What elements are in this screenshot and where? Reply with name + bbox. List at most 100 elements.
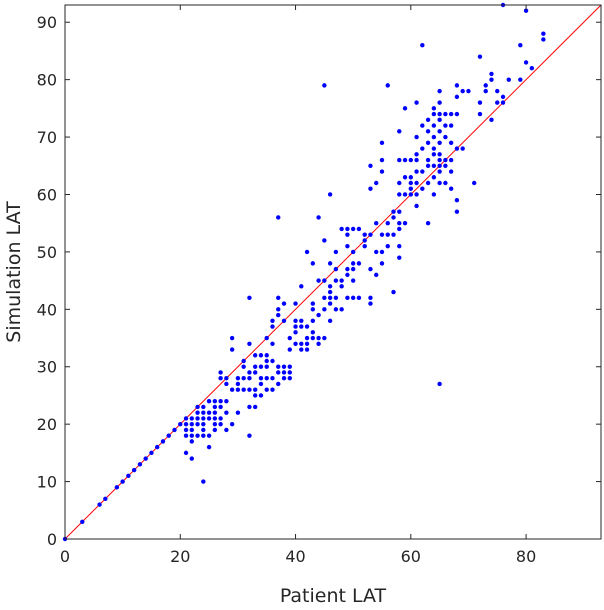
data-point — [299, 341, 304, 346]
data-point — [212, 427, 218, 433]
data-point — [327, 318, 333, 324]
data-point — [276, 312, 281, 318]
data-point — [189, 416, 194, 421]
data-point — [120, 479, 125, 484]
data-point — [281, 364, 287, 369]
data-point — [212, 421, 218, 427]
data-point — [402, 192, 408, 197]
data-point — [252, 370, 258, 375]
data-point — [350, 226, 356, 232]
data-point — [241, 358, 246, 364]
data-point — [304, 341, 310, 346]
data-point — [414, 100, 419, 105]
data-point — [379, 157, 385, 163]
data-point — [425, 140, 431, 146]
y-tick-label: 70 — [37, 128, 57, 147]
data-point — [379, 261, 385, 266]
data-point — [229, 421, 235, 427]
data-point — [443, 123, 448, 128]
data-point — [247, 387, 252, 392]
data-point — [431, 111, 437, 117]
data-point — [454, 198, 460, 203]
data-point — [437, 152, 442, 157]
data-point — [206, 416, 212, 421]
data-point — [425, 129, 431, 134]
data-point — [431, 123, 437, 128]
data-point — [276, 307, 281, 312]
data-point — [483, 83, 488, 88]
data-point — [287, 364, 292, 369]
data-point — [345, 226, 350, 232]
data-point — [379, 169, 385, 174]
data-point — [189, 433, 194, 438]
data-point — [420, 146, 425, 151]
data-point — [224, 398, 229, 404]
data-point — [270, 387, 275, 392]
data-point — [368, 163, 373, 168]
data-point — [206, 444, 212, 450]
data-point — [402, 220, 408, 226]
data-point — [431, 134, 437, 140]
data-point — [489, 71, 494, 77]
data-point — [310, 261, 316, 266]
data-point — [299, 284, 304, 289]
data-point — [414, 169, 419, 174]
data-point — [420, 42, 425, 48]
data-point — [397, 243, 402, 249]
data-point — [287, 335, 292, 341]
data-point — [276, 295, 281, 301]
data-point — [437, 381, 442, 387]
data-point — [339, 307, 344, 312]
data-point — [276, 370, 281, 375]
data-point — [218, 416, 223, 421]
data-point — [235, 387, 241, 392]
data-point — [333, 249, 339, 255]
data-point — [235, 381, 241, 387]
y-tick-label: 50 — [37, 243, 57, 262]
data-point — [454, 111, 460, 117]
data-point — [495, 88, 500, 94]
data-point — [362, 232, 367, 237]
data-point — [218, 421, 223, 427]
data-point — [483, 88, 488, 94]
data-point — [322, 238, 327, 243]
data-point — [299, 324, 304, 329]
data-point — [397, 255, 402, 260]
data-point — [155, 444, 160, 450]
data-point — [368, 232, 373, 237]
data-point — [345, 295, 350, 301]
data-point — [350, 249, 356, 255]
data-point — [304, 347, 310, 352]
data-point — [327, 295, 333, 301]
data-point — [420, 186, 425, 191]
data-point — [374, 180, 379, 186]
data-point — [80, 519, 85, 524]
data-point — [264, 335, 269, 341]
data-point — [374, 272, 379, 278]
data-point — [420, 169, 425, 174]
data-point — [402, 106, 408, 111]
data-point — [252, 393, 258, 398]
data-point — [264, 353, 269, 358]
data-point — [518, 77, 523, 82]
data-point — [397, 129, 402, 134]
data-point — [218, 398, 223, 404]
data-point — [322, 307, 327, 312]
data-point — [356, 261, 362, 266]
data-point — [437, 163, 442, 168]
data-point — [391, 289, 396, 295]
data-point — [350, 278, 356, 283]
data-point — [218, 376, 223, 381]
data-point — [414, 203, 419, 209]
data-point — [97, 502, 102, 507]
data-point — [293, 318, 298, 324]
data-point — [316, 278, 321, 283]
data-point — [201, 421, 206, 427]
data-point — [166, 433, 171, 438]
data-point — [270, 324, 275, 329]
data-point — [333, 295, 339, 301]
data-point — [460, 88, 465, 94]
data-point — [356, 295, 362, 301]
data-point — [183, 427, 189, 433]
